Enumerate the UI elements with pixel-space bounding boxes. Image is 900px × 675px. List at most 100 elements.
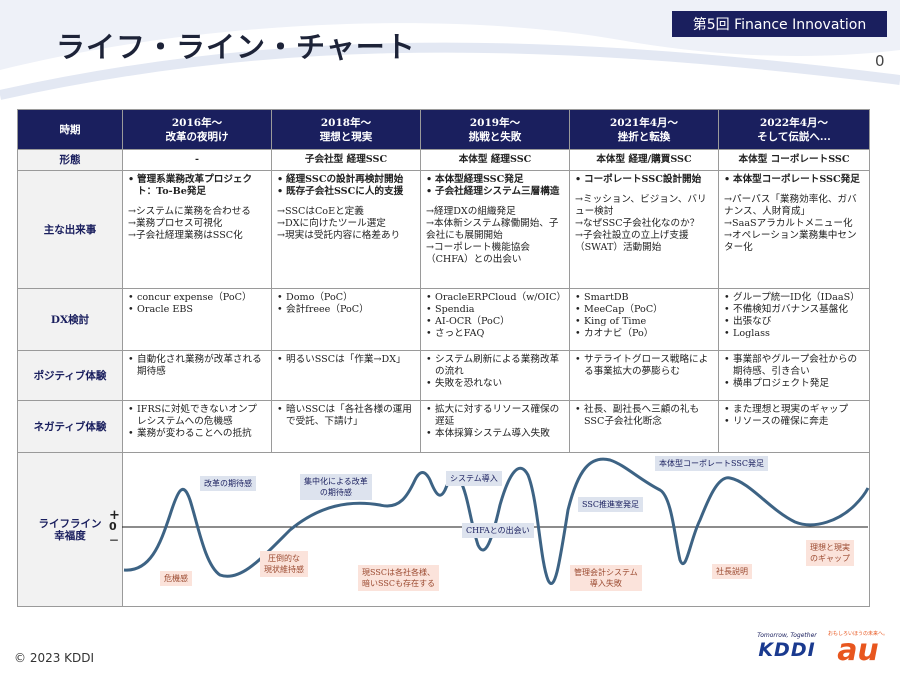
callout-status-quo: 圧倒的な 現状維持感 (260, 551, 308, 577)
negative-cell: 暗いSSCは「各社各様の運用で受託、下請け」 (271, 400, 421, 453)
period-col-4: 2021年4月～ 挫折と転換 (569, 109, 719, 150)
form-row: 形態 - 子会社型 経理SSC 本体型 経理SSC 本体型 経理/購買SSC 本… (17, 149, 870, 171)
period-head: 時期 (17, 109, 123, 150)
positive-cell: 明るいSSCは「作業→DX」 (271, 350, 421, 401)
period-col-1: 2016年～ 改革の夜明け (122, 109, 272, 150)
kddi-tagline: Tomorrow, Together (757, 632, 817, 639)
dx-item: Spendia (426, 304, 564, 316)
dx-item: 不備検知ガバナンス基盤化 (724, 304, 864, 316)
negative-row: ネガティブ体験 IFRSに対処できないオンプレシステムへの危機感業務が変わること… (17, 400, 870, 453)
callout-centralization: 集中化による改革 の期待感 (300, 474, 372, 500)
negative-item: リソースの確保に奔走 (724, 416, 864, 428)
dx-item: Domo（PoC） (277, 292, 415, 304)
event-arrow: →DXに向けたツール選定 (277, 218, 386, 229)
negative-cell: また理想と現実のギャップリソースの確保に奔走 (718, 400, 870, 453)
dx-cell: OracleERPCloud（w/OIC）SpendiaAI-OCR（PoC）さ… (420, 288, 570, 351)
event-arrow: →パーパス「業務効率化、ガバナンス、人財育成」 (724, 194, 857, 217)
negative-item: 暗いSSCは「各社各様の運用で受託、下請け」 (277, 404, 415, 428)
dx-row: DX検討 concur expense（PoC）Oracle EBS Domo（… (17, 288, 870, 351)
positive-item: 明るいSSCは「作業→DX」 (277, 354, 415, 366)
event-bullet: 経理SSCの設計再検討開始 (277, 174, 415, 186)
positive-item: 横串プロジェクト発足 (724, 378, 864, 390)
event-bullet: コーポレートSSC設計開始 (575, 174, 713, 186)
copyright: © 2023 KDDI (14, 651, 95, 665)
dx-item: concur expense（PoC） (128, 292, 266, 304)
dx-cell: SmartDBMeeCap（PoC）King of Timeカオナビ（Po） (569, 288, 719, 351)
event-badge: 第5回 Finance Innovation (672, 11, 887, 37)
event-arrow: →子会社設立の立上げ支援（SWAT）活動開始 (575, 230, 689, 253)
dx-item: SmartDB (575, 292, 713, 304)
lifeline-row: ライフライン 幸福度 (17, 452, 870, 607)
callout-crisis: 危機感 (160, 571, 192, 586)
dx-item: Loglass (724, 328, 864, 340)
negative-cell: IFRSに対処できないオンプレシステムへの危機感業務が変わることへの抵抗 (122, 400, 272, 453)
form-cell: 子会社型 経理SSC (271, 149, 421, 171)
period-col-3: 2019年～ 挑戦と失敗 (420, 109, 570, 150)
negative-cell: 社長、副社長へ三顧の礼もSSC子会社化断念 (569, 400, 719, 453)
dx-item: グループ統一ID化（IDaaS） (724, 292, 864, 304)
form-cell: - (122, 149, 272, 171)
form-cell: 本体型 経理SSC (420, 149, 570, 171)
events-cell: 本体型経理SSC発足子会社経理システム三層構造 →経理DXの組織発足→本体新シス… (420, 170, 570, 289)
positive-cell: 事業部やグループ会社からの期待感、引き合い横串プロジェクト発足 (718, 350, 870, 401)
negative-item: 社長、副社長へ三顧の礼もSSC子会社化断念 (575, 404, 713, 428)
positive-row: ポジティブ体験 自動化され業務が改革される期待感 明るいSSCは「作業→DX」 … (17, 350, 870, 401)
positive-cell: システム刷新による業務改革の流れ失敗を恐れない (420, 350, 570, 401)
negative-cell: 拡大に対するリソース確保の遅延本体採算システム導入失敗 (420, 400, 570, 453)
event-bullet: 本体型経理SSC発足 (426, 174, 564, 186)
event-arrow: →なぜSSC子会社化なのか？ (575, 218, 700, 229)
callout-corporate-ssc: 本体型コーポレートSSC発足 (655, 456, 768, 471)
events-cell: 経理SSCの設計再検討開始既存子会社SSCに人的支援 →SSCはCoEと定義→D… (271, 170, 421, 289)
events-cell: 本体型コーポレートSSC発足 →パーパス「業務効率化、ガバナンス、人財育成」→S… (718, 170, 870, 289)
au-logo: おもしろいほうの未来へ。 au (828, 630, 889, 668)
events-head: 主な出来事 (17, 170, 123, 289)
event-bullet: 子会社経理システム三層構造 (426, 186, 564, 198)
event-arrow: →ミッション、ビジョン、バリュー検討 (575, 194, 707, 217)
dx-item: 会計freee（PoC） (277, 304, 415, 316)
callout-ssc-office: SSC推進室発足 (578, 497, 643, 512)
event-arrow: →現実は受託内容に格差あり (277, 230, 401, 241)
dx-item: OracleERPCloud（w/OIC） (426, 292, 566, 304)
callout-system-intro: システム導入 (446, 471, 502, 486)
negative-item: また理想と現実のギャップ (724, 404, 864, 416)
positive-cell: サテライトグロース戦略による事業拡大の夢膨らむ (569, 350, 719, 401)
dx-head: DX検討 (17, 288, 123, 351)
negative-item: 拡大に対するリソース確保の遅延 (426, 404, 564, 428)
dx-cell: グループ統一ID化（IDaaS）不備検知ガバナンス基盤化出張なびLoglass (718, 288, 870, 351)
event-bullet: 本体型コーポレートSSC発足 (724, 174, 864, 186)
positive-item: 事業部やグループ会社からの期待感、引き合い (724, 354, 864, 378)
negative-item: 本体採算システム導入失敗 (426, 428, 564, 440)
au-tagline: おもしろいほうの未来へ。 (828, 631, 889, 637)
event-arrow: →子会社経理業務はSSC化 (128, 230, 243, 241)
axis-zero: 0 (109, 520, 117, 533)
page-number: 0 (875, 52, 885, 70)
positive-item: システム刷新による業務改革の流れ (426, 354, 564, 378)
events-cell: コーポレートSSC設計開始 →ミッション、ビジョン、バリュー検討→なぜSSC子会… (569, 170, 719, 289)
form-cell: 本体型 コーポレートSSC (718, 149, 870, 171)
lifeline-head: ライフライン 幸福度 (17, 452, 123, 607)
axis-plus: + (109, 508, 120, 523)
page-title: ライフ・ライン・チャート (56, 30, 416, 64)
kddi-logo: Tomorrow, Together KDDI (752, 632, 822, 661)
callout-gap: 理想と現実 のギャップ (806, 540, 854, 566)
event-bullet: 管理系業務改革プロジェクト：To-Be発足 (128, 174, 266, 198)
lifeline-label: ライフライン 幸福度 (38, 517, 102, 542)
dx-item: AI-OCR（PoC） (426, 316, 564, 328)
event-arrow: →経理DXの組織発足 (426, 206, 516, 217)
callout-president-brief: 社長説明 (712, 564, 752, 579)
callout-mgmt-system-fail: 管理会計システム 導入失敗 (570, 565, 642, 591)
events-cell: 管理系業務改革プロジェクト：To-Be発足 →システムに業務を合わせる→業務プロ… (122, 170, 272, 289)
dx-item: カオナビ（Po） (575, 328, 713, 340)
dx-item: さっとFAQ (426, 328, 564, 340)
period-col-2: 2018年～ 理想と現実 (271, 109, 421, 150)
period-col-5: 2022年4月～ そして伝説へ... (718, 109, 870, 150)
negative-item: 業務が変わることへの抵抗 (128, 428, 266, 440)
dx-item: King of Time (575, 316, 713, 328)
au-wordmark: au (837, 633, 879, 668)
positive-cell: 自動化され業務が改革される期待感 (122, 350, 272, 401)
dx-item: MeeCap（PoC） (575, 304, 713, 316)
period-header-row: 時期 2016年～ 改革の夜明け 2018年～ 理想と現実 2019年～ 挑戦と失敗 … (17, 109, 870, 150)
dx-item: Oracle EBS (128, 304, 266, 316)
event-arrow: →システムに業務を合わせる (128, 206, 251, 217)
events-row: 主な出来事 管理系業務改革プロジェクト：To-Be発足 →システムに業務を合わせ… (17, 170, 870, 289)
